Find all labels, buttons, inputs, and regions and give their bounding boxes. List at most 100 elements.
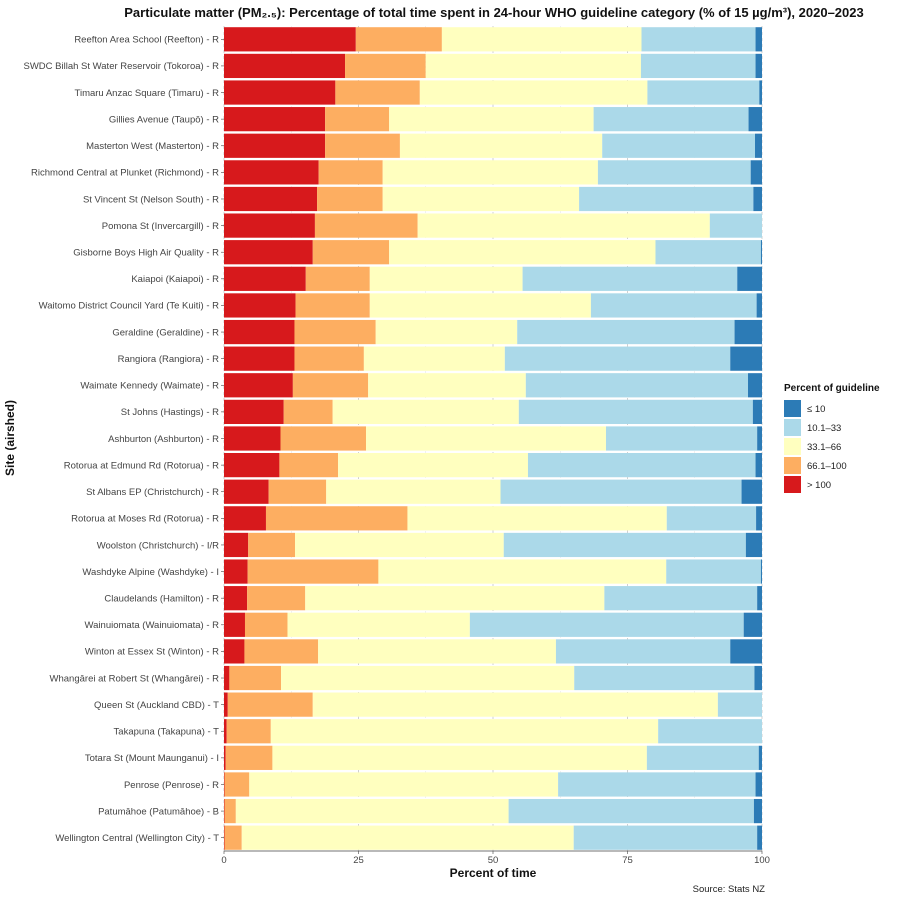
bar-segment <box>368 373 526 398</box>
bar-segment <box>407 506 667 531</box>
bar-segment <box>757 586 762 611</box>
bar-segment <box>224 107 326 132</box>
bar-segment <box>294 319 376 345</box>
bar-segment <box>224 612 245 637</box>
bar-segment <box>743 612 762 637</box>
legend-swatch <box>784 400 801 417</box>
bar-segment <box>666 506 757 531</box>
bar-segment <box>574 665 755 691</box>
legend-swatch <box>784 419 801 436</box>
bar-segment <box>389 240 656 265</box>
x-tick-label: 0 <box>221 855 226 866</box>
bar-segment <box>741 479 762 504</box>
bar-segment <box>640 53 756 79</box>
bar-segment <box>318 160 383 185</box>
y-tick-label: SWDC Billah St Water Reservoir (Tokoroa)… <box>24 61 220 72</box>
bar-segment <box>247 586 306 611</box>
bar-segment <box>295 293 370 318</box>
bar-segment <box>369 293 591 318</box>
bar-segment <box>244 639 319 664</box>
bar-segment <box>224 719 227 744</box>
bar-segment <box>573 825 758 850</box>
bar-segment <box>737 266 762 291</box>
bar-segment <box>518 399 753 424</box>
bar-segment <box>224 586 248 611</box>
bar-segment <box>227 692 313 717</box>
bar-segment <box>604 586 758 611</box>
bar-segment <box>224 825 225 850</box>
y-tick-label: Rangiora (Rangiora) - R <box>118 354 220 365</box>
bars <box>224 27 762 850</box>
bar-segment <box>655 240 761 265</box>
bar-segment <box>558 772 756 797</box>
bar-segment <box>756 506 762 531</box>
bar-segment <box>229 665 282 691</box>
bar-segment <box>755 453 762 478</box>
bar-segment <box>752 399 762 424</box>
bar-segment <box>709 213 762 238</box>
bar-segment <box>235 798 509 824</box>
bar-segment <box>579 186 754 212</box>
bar-segment <box>555 639 731 664</box>
x-tick-label: 25 <box>353 855 364 866</box>
y-tick-label: Kaiapoi (Kaiapoi) - R <box>131 274 219 285</box>
bar-segment <box>224 186 318 212</box>
bar-segment <box>757 426 762 451</box>
bar-segment <box>224 825 242 850</box>
bar-segment <box>527 453 756 478</box>
bar-segment <box>759 80 762 105</box>
legend-label: 10.1–33 <box>807 423 841 434</box>
y-tick-label: Waitomo District Council Yard (Te Kuiti)… <box>39 301 220 312</box>
bar-segment <box>224 772 250 797</box>
bar-segment <box>280 426 367 451</box>
bar-segment <box>504 346 731 371</box>
bar-segment <box>224 160 319 185</box>
bar-segment <box>224 346 295 371</box>
bar-segment <box>318 639 556 664</box>
bar-segment <box>325 133 400 158</box>
source-note: Source: Stats NZ <box>693 884 766 895</box>
x-tick-label: 100 <box>754 855 770 866</box>
legend-label: ≤ 10 <box>807 404 825 415</box>
bar-segment <box>745 532 762 558</box>
bar-segment <box>247 559 379 584</box>
bar-segment <box>658 719 762 744</box>
bar-segment <box>226 719 271 744</box>
bar-segment <box>419 80 648 105</box>
bar-segment <box>755 133 762 158</box>
bar-segment <box>244 612 288 637</box>
y-tick-label: Masterton West (Masterton) - R <box>86 141 219 152</box>
bar-segment <box>224 266 306 291</box>
bar-segment <box>268 479 327 504</box>
bar-segment <box>345 53 426 79</box>
bar-segment <box>224 80 336 105</box>
x-tick-labels: 0 25 50 75 100 <box>221 851 770 866</box>
bar-segment <box>363 346 505 371</box>
bar-segment <box>224 399 284 424</box>
legend-label: 33.1–66 <box>807 442 841 453</box>
bar-segment <box>279 453 339 478</box>
bar-segment <box>750 160 762 185</box>
bar-segment <box>382 186 580 212</box>
bar-segment <box>224 798 236 824</box>
bar-segment <box>224 506 266 531</box>
bar-segment <box>525 373 749 398</box>
bar-segment <box>597 160 751 185</box>
bar-segment <box>754 665 762 691</box>
legend-swatch <box>784 438 801 455</box>
y-tick-label: Ashburton (Ashburton) - R <box>108 434 219 445</box>
bar-segment <box>382 160 598 185</box>
bar-segment <box>326 479 501 504</box>
bar-segment <box>755 27 762 52</box>
bar-segment <box>378 559 667 584</box>
y-tick-label: Gillies Avenue (Taupō) - R <box>109 114 219 125</box>
bar-segment <box>292 373 369 398</box>
legend-label: > 100 <box>807 480 831 491</box>
bar-segment <box>734 319 762 345</box>
bar-segment <box>224 453 280 478</box>
bar-segment <box>224 293 296 318</box>
bar-segment <box>590 293 757 318</box>
bar-segment <box>755 772 762 797</box>
